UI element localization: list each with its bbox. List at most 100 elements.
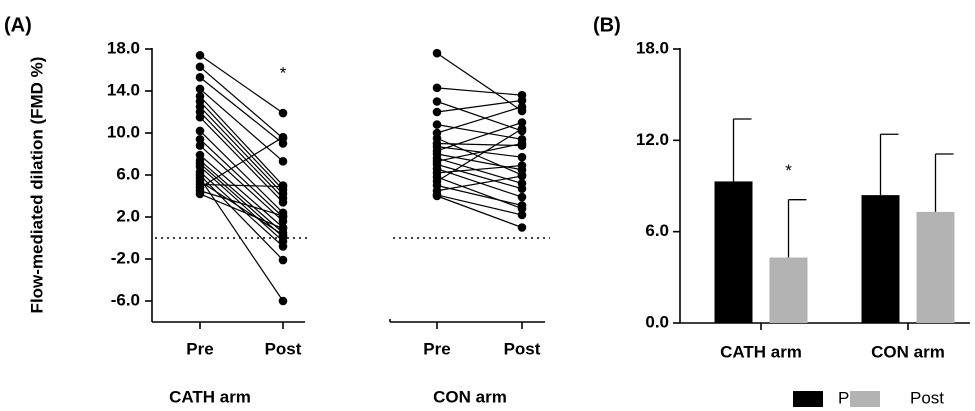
data-point xyxy=(195,112,205,122)
pair-line xyxy=(199,159,284,234)
pair-line xyxy=(199,154,284,228)
legend-swatch xyxy=(793,391,823,407)
y-tick-label: 10.0 xyxy=(107,122,140,141)
data-point xyxy=(278,139,288,148)
pair-line xyxy=(199,101,284,191)
data-point xyxy=(278,182,288,191)
pair-line xyxy=(436,164,523,174)
data-point xyxy=(195,51,205,60)
subplot-title: CATH arm xyxy=(169,387,251,406)
panel-label: (B) xyxy=(593,14,621,36)
x-tick-label: CON arm xyxy=(871,342,945,361)
pair-line xyxy=(199,138,284,218)
pair-line xyxy=(199,130,284,214)
annotation: * xyxy=(280,63,287,82)
pair-line xyxy=(199,180,284,236)
pair-line xyxy=(199,163,284,238)
y-axis-title: Flow-mediated dilation (FMD %) xyxy=(27,57,46,314)
data-point xyxy=(517,201,527,210)
y-tick-label: 6.0 xyxy=(645,221,669,240)
pair-line xyxy=(436,52,523,112)
pair-line xyxy=(436,176,523,210)
y-tick-label: 0.0 xyxy=(645,312,669,331)
data-point xyxy=(278,157,288,166)
data-point xyxy=(517,223,527,232)
data-point xyxy=(517,102,527,112)
y-tick-label: 14.0 xyxy=(107,80,140,99)
data-point xyxy=(517,124,527,134)
data-point xyxy=(432,120,442,129)
pair-line xyxy=(199,193,284,230)
data-point xyxy=(517,152,527,162)
pair-line xyxy=(199,54,284,114)
data-point xyxy=(195,84,205,94)
data-point xyxy=(278,242,288,251)
pair-line xyxy=(199,66,284,139)
panel-label: (A) xyxy=(4,14,32,36)
data-point xyxy=(432,83,442,93)
data-point xyxy=(195,126,205,136)
pair-line xyxy=(199,88,284,162)
legend-swatch xyxy=(850,391,880,407)
data-point xyxy=(278,230,288,240)
pair-line xyxy=(199,190,284,217)
pair-line xyxy=(436,157,523,184)
x-tick-label: Post xyxy=(504,339,541,358)
data-point xyxy=(517,118,527,127)
data-point xyxy=(517,210,527,220)
pair-line xyxy=(436,121,523,152)
data-point xyxy=(432,48,442,58)
pair-line xyxy=(199,95,284,186)
pair-line xyxy=(199,111,284,199)
data-point xyxy=(195,62,205,72)
x-tick-label: Pre xyxy=(423,339,450,358)
data-point xyxy=(278,255,288,265)
pair-line xyxy=(199,177,284,302)
data-point xyxy=(278,108,288,118)
data-point xyxy=(432,191,442,201)
data-point xyxy=(517,184,527,193)
data-point xyxy=(278,211,288,221)
legend-label: Post xyxy=(910,388,944,407)
y-tick-label: 18.0 xyxy=(636,38,669,57)
y-tick-label: 6.0 xyxy=(116,164,140,183)
pair-line xyxy=(436,194,523,216)
pair-line xyxy=(199,145,284,222)
pair-line xyxy=(436,142,523,147)
pair-line xyxy=(199,106,284,195)
data-point xyxy=(432,97,442,106)
data-point xyxy=(195,135,205,144)
pair-line xyxy=(199,183,284,188)
pair-line xyxy=(436,163,523,190)
data-point xyxy=(195,141,205,150)
y-tick-label: 12.0 xyxy=(636,130,669,149)
pair-line xyxy=(199,116,284,203)
y-tick-label: -6.0 xyxy=(111,290,140,309)
data-point xyxy=(278,224,288,233)
data-point xyxy=(517,161,527,170)
pair-line xyxy=(436,195,523,229)
pair-line xyxy=(199,174,284,261)
pair-line xyxy=(436,142,523,162)
data-point xyxy=(432,107,442,117)
pair-line xyxy=(436,100,523,132)
pair-line xyxy=(436,175,523,192)
x-tick-label: Post xyxy=(265,339,302,358)
pair-line xyxy=(199,136,284,189)
annotation: * xyxy=(785,161,792,180)
pair-line xyxy=(436,87,523,96)
data-point xyxy=(517,192,527,202)
data-point xyxy=(517,139,527,148)
pair-line xyxy=(436,99,523,113)
y-tick-label: 18.0 xyxy=(107,38,140,57)
data-point xyxy=(195,73,205,82)
y-tick-label: -2.0 xyxy=(111,248,140,267)
data-point xyxy=(278,198,288,207)
subplot-title: CON arm xyxy=(433,387,507,406)
data-point xyxy=(517,96,527,105)
x-tick-label: Pre xyxy=(186,339,213,358)
y-tick-label: 2.0 xyxy=(116,206,140,225)
pair-line xyxy=(436,106,523,134)
data-point xyxy=(278,296,288,306)
